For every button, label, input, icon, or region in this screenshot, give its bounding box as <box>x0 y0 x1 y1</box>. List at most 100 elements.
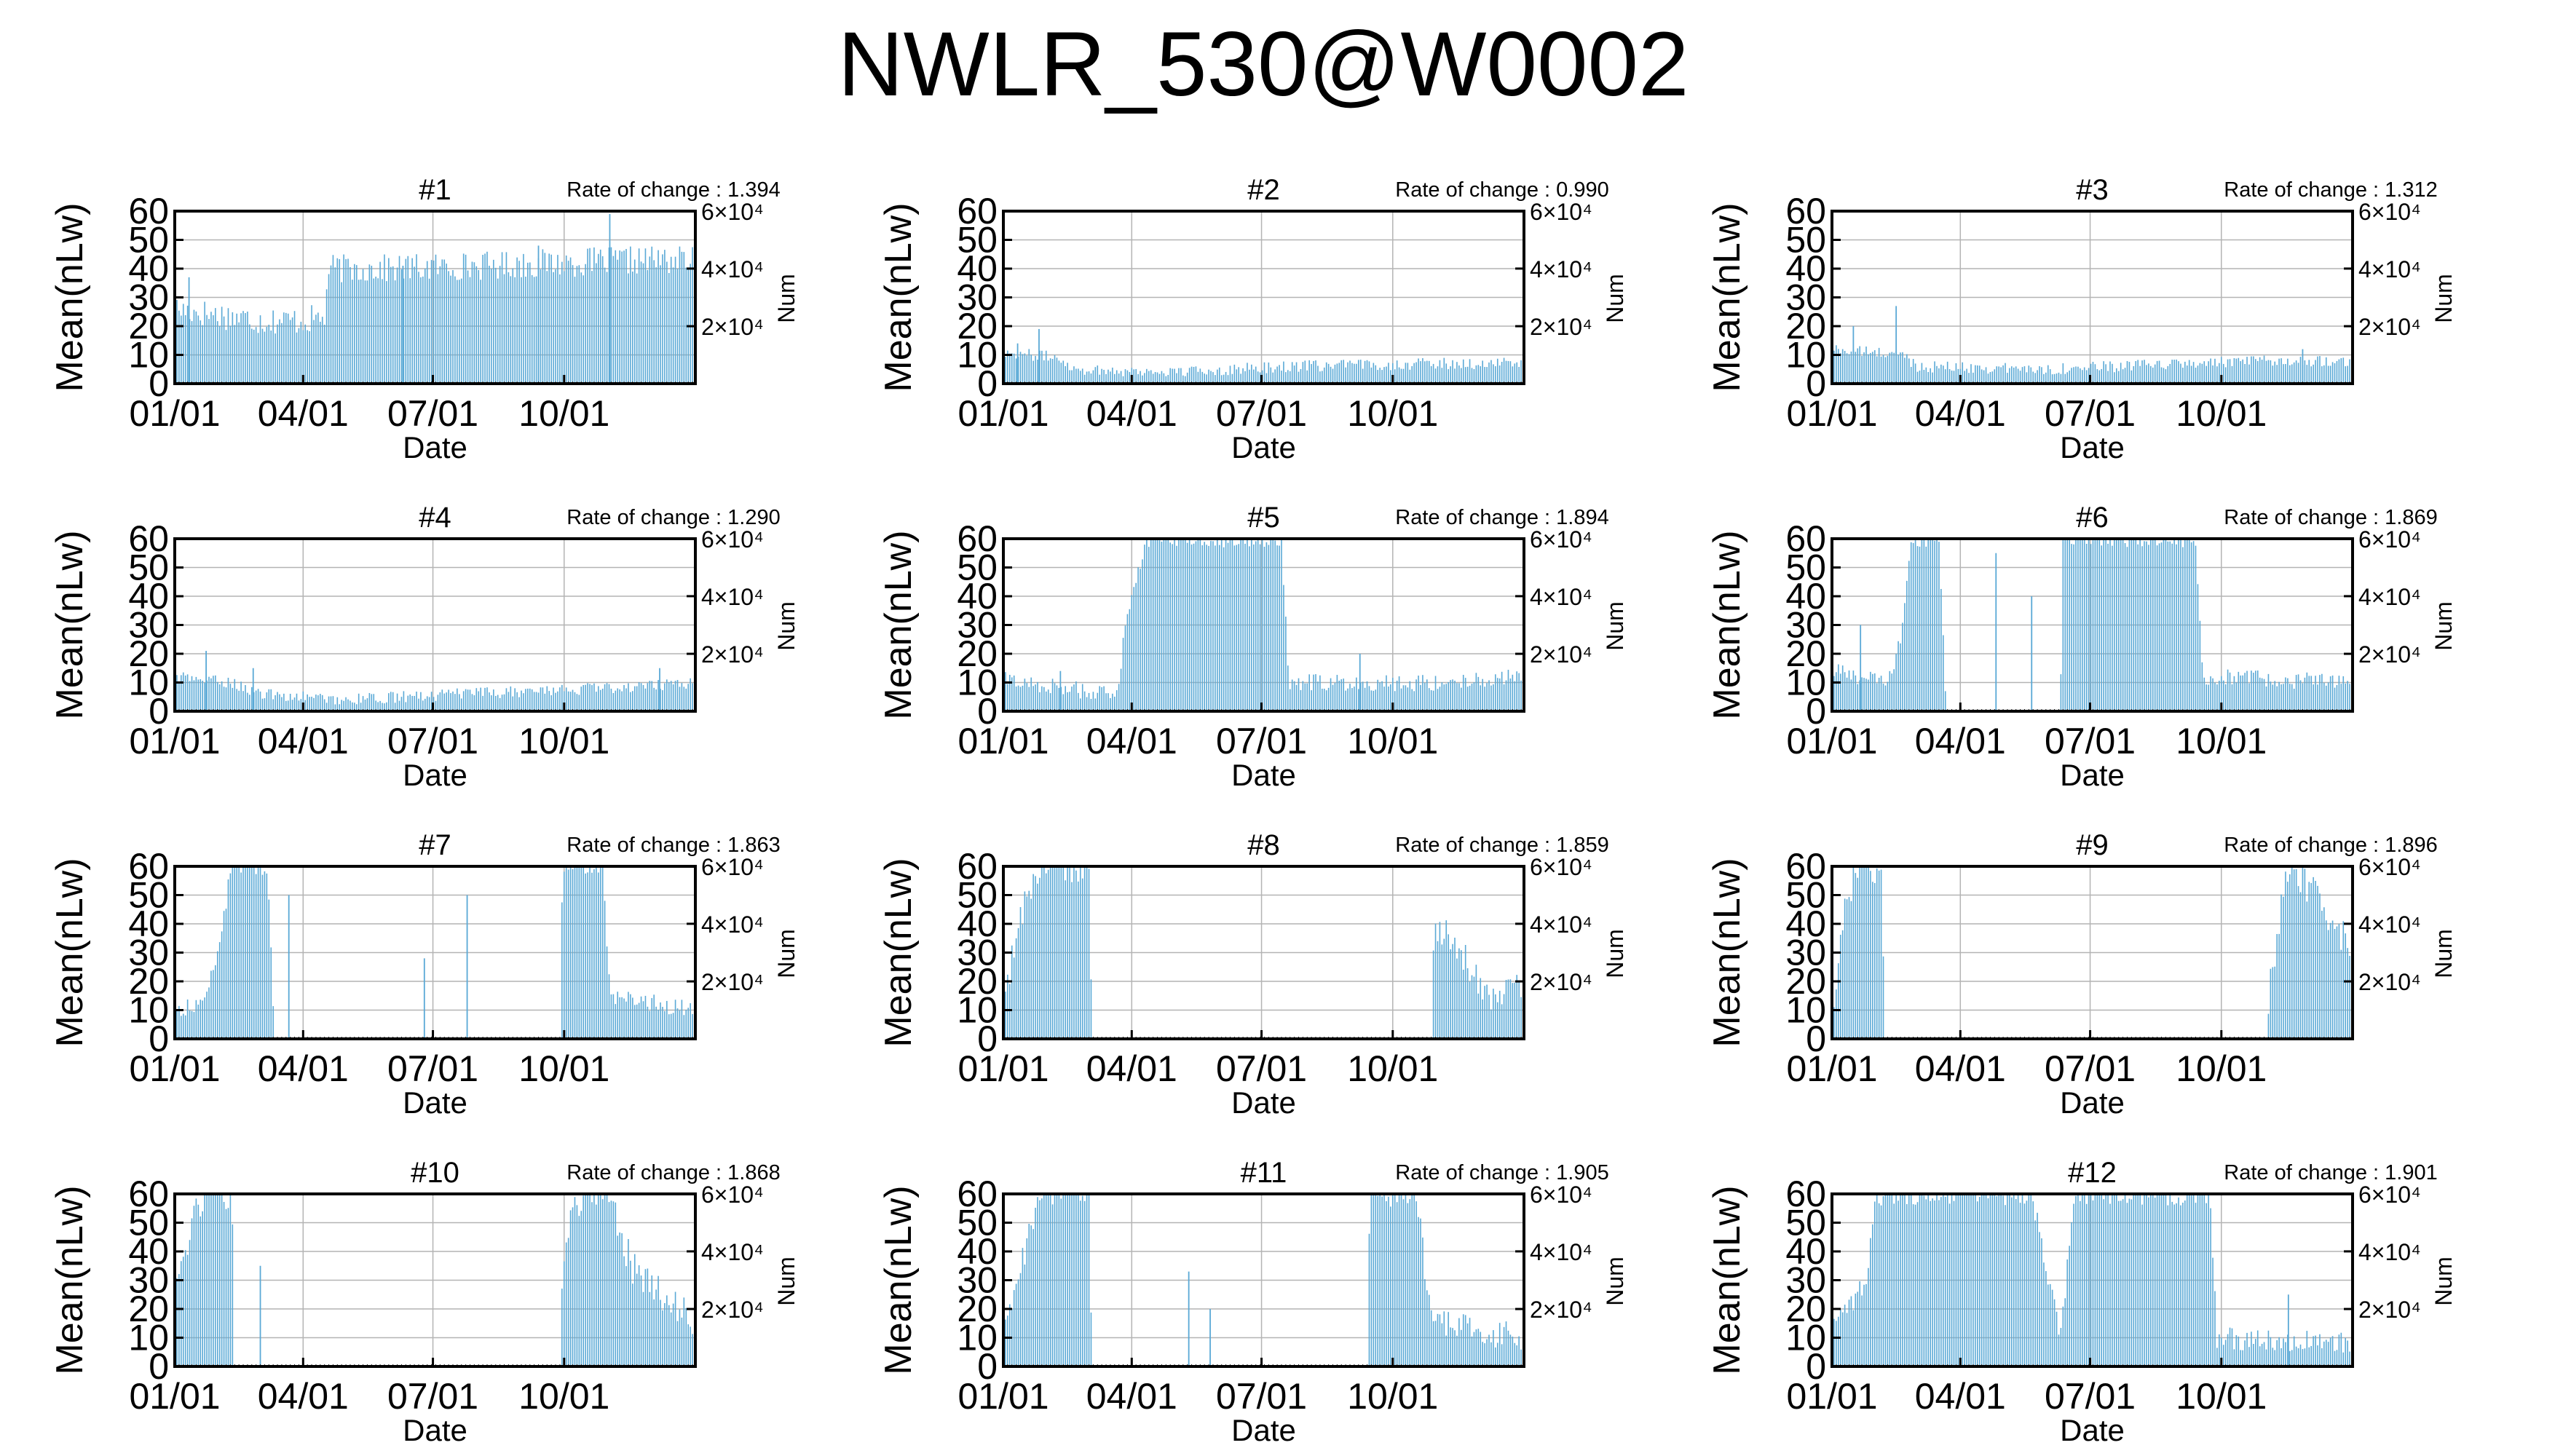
y-tick-label: 20 <box>957 306 998 347</box>
panel-title: #7 <box>419 829 451 861</box>
y-tick-label: 50 <box>1785 1203 1826 1243</box>
x-tick-label: 01/01 <box>1786 393 1877 434</box>
y2-tick-label: 6×10⁴ <box>1530 854 1592 880</box>
bar-series <box>1831 306 2353 384</box>
x-tick-label: 10/01 <box>2176 721 2267 761</box>
y-tick-label: 60 <box>128 846 169 887</box>
x-tick-label: 04/01 <box>1915 1376 2006 1417</box>
bar-series <box>174 866 695 1039</box>
y-tick-label: 10 <box>1785 1318 1826 1358</box>
x-tick-label: 04/01 <box>1086 1376 1177 1417</box>
y-tick-label: 50 <box>1785 547 1826 588</box>
y-tick-label: 10 <box>957 662 998 703</box>
y2-tick-label: 6×10⁴ <box>2358 199 2421 225</box>
x-axis-label: Date <box>403 758 467 792</box>
bar-series <box>1003 866 1524 1039</box>
x-tick-label: 10/01 <box>2176 1048 2267 1089</box>
rate-of-change-label: Rate of change : 1.894 <box>1395 506 1608 529</box>
y2-axis-label: Num <box>1602 929 1628 978</box>
x-tick-label: 10/01 <box>1347 721 1438 761</box>
rate-of-change-label: Rate of change : 1.901 <box>2224 1161 2437 1184</box>
y-tick-label: 0 <box>149 691 169 732</box>
y-tick-label: 50 <box>957 220 998 261</box>
x-tick-label: 10/01 <box>1347 1376 1438 1417</box>
x-tick-label: 07/01 <box>2045 1376 2136 1417</box>
y-axis-label: Mean(nLw) <box>1706 530 1748 719</box>
x-tick-label: 10/01 <box>518 393 609 434</box>
bar-series <box>1831 1194 2353 1366</box>
y2-tick-label: 4×10⁴ <box>2358 584 2421 610</box>
x-tick-label: 07/01 <box>1216 1376 1307 1417</box>
y2-axis-label: Num <box>773 274 799 323</box>
y-tick-label: 0 <box>977 363 998 404</box>
y2-axis-label: Num <box>2430 929 2457 978</box>
y-tick-label: 40 <box>1785 576 1826 617</box>
bar-series <box>1003 328 1524 384</box>
y2-tick-label: 4×10⁴ <box>701 911 764 938</box>
y2-tick-label: 6×10⁴ <box>701 199 764 225</box>
y-axis-label: Mean(nLw) <box>49 530 91 719</box>
bar-series <box>174 651 695 711</box>
y2-axis-label: Num <box>773 929 799 978</box>
x-tick-label: 07/01 <box>1216 1048 1307 1089</box>
y2-tick-label: 6×10⁴ <box>701 854 764 880</box>
y-tick-label: 10 <box>1785 335 1826 376</box>
x-axis-label: Date <box>1231 1085 1296 1120</box>
x-axis-label: Date <box>2060 430 2125 464</box>
y-tick-label: 60 <box>1785 518 1826 559</box>
y-tick-label: 0 <box>149 1346 169 1387</box>
y-tick-label: 10 <box>957 1318 998 1358</box>
bar-series <box>1831 539 2353 711</box>
panel-title: #8 <box>1247 829 1280 861</box>
y-tick-label: 30 <box>957 933 998 973</box>
x-tick-label: 07/01 <box>387 393 478 434</box>
x-tick-label: 10/01 <box>518 721 609 761</box>
y2-tick-label: 6×10⁴ <box>1530 526 1592 553</box>
y2-tick-label: 4×10⁴ <box>701 256 764 282</box>
y-tick-label: 30 <box>128 277 169 318</box>
y-tick-label: 30 <box>128 933 169 973</box>
x-axis-label: Date <box>403 1413 467 1447</box>
panel-title: #11 <box>1241 1157 1287 1189</box>
y-tick-label: 60 <box>957 518 998 559</box>
y-tick-label: 30 <box>1785 933 1826 973</box>
y-tick-label: 50 <box>1785 220 1826 261</box>
y-tick-label: 30 <box>957 1260 998 1301</box>
y-tick-label: 0 <box>1806 1018 1826 1059</box>
rate-of-change-label: Rate of change : 0.990 <box>1395 178 1608 202</box>
x-tick-label: 07/01 <box>2045 1048 2136 1089</box>
panel-title: #12 <box>2068 1157 2117 1189</box>
y-tick-label: 40 <box>1785 248 1826 289</box>
y2-tick-label: 6×10⁴ <box>1530 1182 1592 1208</box>
x-tick-label: 07/01 <box>387 1376 478 1417</box>
panel-title: #3 <box>2076 174 2109 206</box>
y2-tick-label: 4×10⁴ <box>701 584 764 610</box>
y-tick-label: 60 <box>128 1174 169 1214</box>
y2-tick-label: 4×10⁴ <box>1530 256 1592 282</box>
x-tick-label: 07/01 <box>2045 721 2136 761</box>
y-tick-label: 30 <box>1785 605 1826 646</box>
y-axis-label: Mean(nLw) <box>1706 1185 1748 1374</box>
bar-series <box>174 213 695 384</box>
panel-title: #6 <box>2076 502 2109 534</box>
y2-tick-label: 4×10⁴ <box>1530 1239 1592 1265</box>
y-tick-label: 20 <box>128 1289 169 1329</box>
rate-of-change-label: Rate of change : 1.312 <box>2224 178 2437 202</box>
y-tick-label: 50 <box>957 547 998 588</box>
y2-tick-label: 4×10⁴ <box>1530 584 1592 610</box>
bar-series <box>174 1194 695 1366</box>
y-tick-label: 30 <box>1785 1260 1826 1301</box>
y-axis-label: Mean(nLw) <box>49 202 91 392</box>
y-tick-label: 20 <box>128 961 169 1002</box>
x-tick-label: 01/01 <box>129 721 220 761</box>
y-tick-label: 0 <box>977 1346 998 1387</box>
y-tick-label: 30 <box>957 277 998 318</box>
y-tick-label: 50 <box>957 875 998 916</box>
y2-axis-label: Num <box>1602 274 1628 323</box>
y2-tick-label: 2×10⁴ <box>1530 969 1592 995</box>
x-tick-label: 10/01 <box>1347 1048 1438 1089</box>
